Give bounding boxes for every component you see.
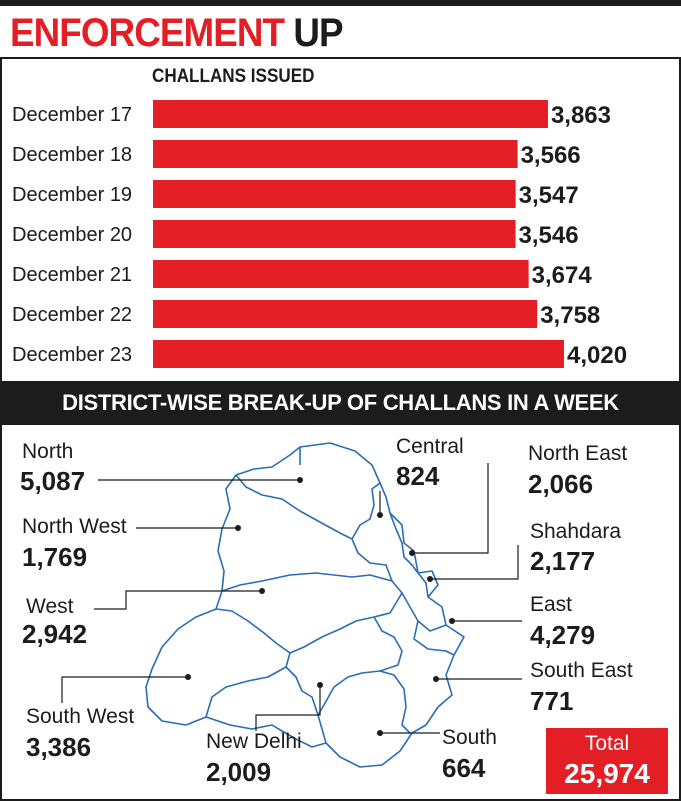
district-northeast-name: North East <box>528 442 628 465</box>
boundary-north-central <box>351 482 381 540</box>
district-south-name: South <box>442 726 497 749</box>
dot-east <box>449 618 455 624</box>
district-east-name: East <box>530 593 573 616</box>
bar-category-label: December 18 <box>12 144 132 166</box>
leader-northeast <box>412 463 489 554</box>
district-central-name: Central <box>396 435 464 458</box>
bar-category-label: December 17 <box>12 104 132 126</box>
district-northwest-value: 1,769 <box>22 542 88 572</box>
district-newdelhi-value: 2,009 <box>206 757 272 787</box>
dot-west <box>259 588 265 594</box>
bar-category-label: December 19 <box>12 184 132 206</box>
dot-south <box>377 730 383 736</box>
leader-dots <box>185 477 455 736</box>
leader-southwest <box>61 676 188 703</box>
bar <box>153 180 516 208</box>
bar <box>153 300 538 328</box>
boundary-southwest-inner <box>205 666 287 718</box>
leader-newdelhi <box>255 685 321 731</box>
chart-title: CHALLANS ISSUED <box>152 66 315 87</box>
total-label: Total <box>584 732 630 755</box>
bar <box>153 220 516 248</box>
leader-shahdara <box>430 545 519 580</box>
bar-value-label: 3,758 <box>540 302 600 329</box>
bar-value-label: 3,674 <box>532 262 593 289</box>
district-northwest-name: North West <box>22 515 127 538</box>
total-box: Total 25,974 <box>546 728 668 794</box>
district-southeast-value: 771 <box>530 686 574 716</box>
district-west-value: 2,942 <box>22 619 88 649</box>
dot-shahdara <box>427 576 433 582</box>
bar-category-label: December 23 <box>12 344 132 366</box>
title-red-part: ENFORCEMENT <box>10 11 285 55</box>
bar-value-label: 4,020 <box>567 342 627 369</box>
leader-lines <box>61 463 522 734</box>
boundary-south <box>379 670 411 734</box>
bar-value-label: 3,547 <box>519 182 579 209</box>
dot-southwest <box>185 674 191 680</box>
district-east-value: 4,279 <box>530 620 596 650</box>
district-south-value: 664 <box>442 753 486 783</box>
dot-northeast <box>409 550 415 556</box>
leader-west <box>94 590 262 610</box>
district-central-value: 824 <box>396 461 440 491</box>
section-banner: DISTRICT-WISE BREAK-UP OF CHALLANS IN A … <box>0 381 681 425</box>
bar <box>153 340 564 368</box>
bar-value-label: 3,546 <box>519 222 579 249</box>
content-frame <box>0 57 681 801</box>
district-north-value: 5,087 <box>20 466 86 496</box>
district-shahdara-name: Shahdara <box>530 520 622 543</box>
title-black-part: UP <box>293 11 343 55</box>
dot-north <box>297 477 303 483</box>
district-southwest-value: 3,386 <box>26 732 92 762</box>
boundary-northeast <box>389 512 419 574</box>
banner-text: DISTRICT-WISE BREAK-UP OF CHALLANS IN A … <box>62 390 619 415</box>
boundary-north-northwest <box>235 474 353 540</box>
dot-newdelhi <box>317 682 323 688</box>
boundary-shahdara <box>417 572 429 598</box>
bar <box>153 260 529 288</box>
dot-southeast <box>433 676 439 682</box>
boundary-northwest-west <box>221 572 393 592</box>
bar-category-label: December 20 <box>12 224 132 246</box>
dot-central <box>377 512 383 518</box>
district-shahdara-value: 2,177 <box>530 546 596 576</box>
district-newdelhi-name: New Delhi <box>206 730 302 753</box>
district-west-name: West <box>26 595 74 618</box>
district-north-name: North <box>22 440 74 463</box>
bar-category-label: December 21 <box>12 264 132 286</box>
page-title: ENFORCEMENT UP <box>10 10 344 56</box>
district-northeast-value: 2,066 <box>528 469 594 499</box>
district-southwest-name: South West <box>26 705 135 728</box>
bar <box>153 100 548 128</box>
dot-northwest <box>235 525 241 531</box>
boundary-southeast <box>317 616 403 716</box>
bar-value-label: 3,566 <box>521 142 581 169</box>
bar-category-label: December 22 <box>12 304 132 326</box>
district-map <box>61 442 522 768</box>
top-rule <box>0 0 681 6</box>
bar <box>153 140 518 168</box>
boundary-east <box>413 620 455 656</box>
boundary-central <box>351 538 419 622</box>
district-southeast-name: South East <box>530 659 633 682</box>
total-value: 25,974 <box>564 758 650 789</box>
bar-value-label: 3,863 <box>551 102 611 129</box>
boundary-west-south <box>215 592 403 654</box>
bar-chart: December 17 3,863 December 18 3,566 December… <box>12 100 627 369</box>
